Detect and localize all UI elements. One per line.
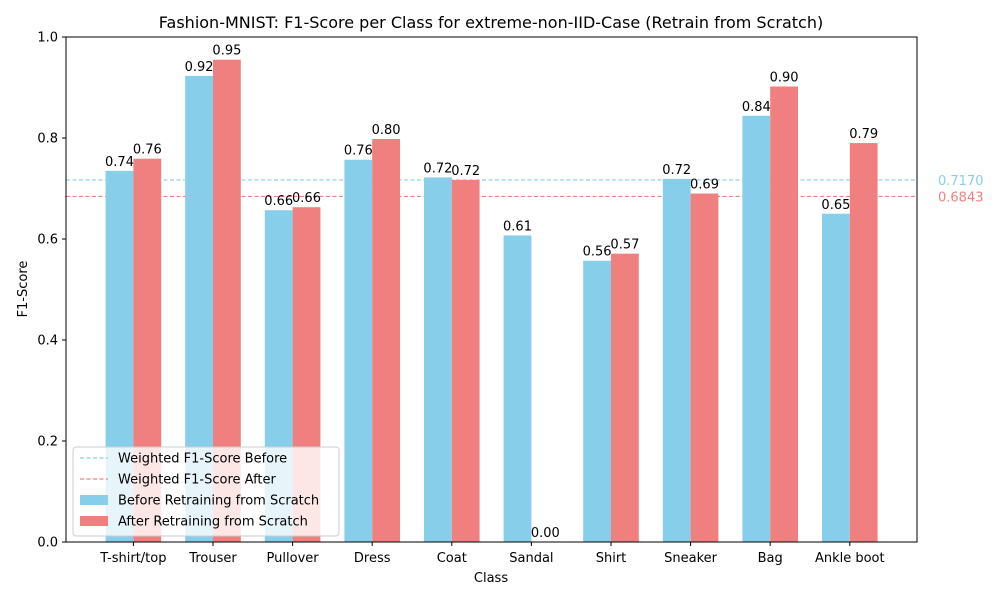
x-tick-label: T-shirt/top	[99, 551, 166, 566]
bar	[662, 178, 691, 542]
chart-title: Fashion-MNIST: F1-Score per Class for ex…	[159, 13, 823, 32]
bar-value-label: 0.76	[344, 144, 373, 159]
x-tick-label: Dress	[354, 551, 391, 566]
bar	[849, 143, 878, 543]
x-tick-label: Shirt	[596, 551, 627, 566]
bar-value-label: 0.74	[105, 155, 134, 170]
bar-value-label: 0.00	[531, 526, 560, 541]
bar	[822, 213, 850, 542]
x-tick-label: Sneaker	[664, 551, 718, 566]
bar	[424, 177, 452, 542]
legend-label: Weighted F1-Score After	[118, 473, 277, 488]
bar	[583, 260, 611, 542]
bar	[770, 86, 798, 543]
bar-value-label: 0.72	[662, 163, 691, 178]
bar-value-label: 0.56	[583, 245, 612, 260]
bar	[690, 193, 719, 543]
bar	[611, 253, 639, 542]
axes: 0.0 0.2 0.4 0.6 0.8 1.0 T-shirt/top Trouser Pull…	[37, 31, 918, 566]
legend-box	[72, 446, 340, 537]
reference-line-label: 0.6843	[938, 190, 984, 205]
y-tick-label: 1.0	[37, 31, 58, 46]
bar-value-label: 0.66	[292, 191, 321, 206]
y-tick-label: 0.0	[37, 536, 58, 551]
x-tick-label: Trouser	[188, 551, 237, 566]
bar-value-label: 0.92	[185, 60, 214, 75]
bar-value-label: 0.79	[849, 127, 878, 142]
x-tick-label: Bag	[758, 551, 783, 566]
y-tick-label: 0.4	[37, 334, 58, 349]
bar-value-labels: 0.74 0.92 0.66 0.76 0.72 0.61 0.56 0.72 0.84 0.65…	[105, 44, 878, 541]
y-tick-label: 0.8	[37, 132, 58, 147]
legend-label: Weighted F1-Score Before	[118, 452, 287, 467]
legend-label: Before Retraining from Scratch	[118, 494, 319, 509]
x-tick-label: Coat	[437, 551, 467, 566]
x-axis-label: Class	[474, 571, 508, 586]
bar-value-label: 0.72	[423, 161, 452, 176]
bar-value-label: 0.95	[212, 44, 241, 59]
bar	[344, 159, 373, 542]
bar	[503, 235, 532, 542]
legend-bar-swatch	[80, 495, 108, 505]
plot-frame	[65, 36, 918, 543]
x-tick-label: Pullover	[267, 551, 320, 566]
bar-value-label: 0.65	[821, 198, 850, 213]
bar-value-label: 0.84	[742, 100, 771, 115]
bar-value-label: 0.90	[770, 70, 799, 85]
y-tick-label: 0.2	[37, 435, 58, 450]
bar	[451, 179, 480, 543]
bar-value-label: 0.76	[133, 143, 162, 158]
reference-line-label: 0.7170	[938, 174, 984, 189]
bar	[742, 115, 771, 542]
legend: Weighted F1-Score Before Weighted F1-Scor…	[72, 446, 340, 537]
bar-value-label: 0.66	[264, 194, 293, 209]
bar	[372, 139, 400, 542]
bar-value-label: 0.80	[372, 123, 401, 138]
y-axis-label: F1-Score	[16, 261, 31, 318]
bar-value-label: 0.61	[503, 219, 532, 234]
bar-value-label: 0.69	[690, 178, 719, 193]
bar-value-label: 0.57	[610, 238, 639, 253]
x-tick-label: Ankle boot	[815, 551, 885, 566]
y-tick-label: 0.6	[37, 233, 58, 248]
legend-label: After Retraining from Scratch	[118, 515, 308, 530]
x-tick-label: Sandal	[509, 551, 553, 566]
bar-value-label: 0.72	[451, 164, 480, 179]
legend-bar-swatch	[80, 516, 108, 526]
